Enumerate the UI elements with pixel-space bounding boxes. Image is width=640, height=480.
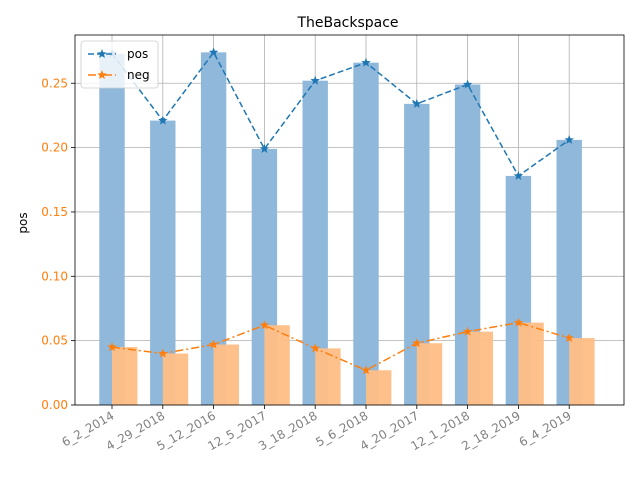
- y-tick-label: 0.05: [41, 334, 68, 348]
- y-tick-label: 0.20: [41, 141, 68, 155]
- y-tick-label: 0.00: [41, 398, 68, 412]
- marker-neg: [208, 339, 219, 349]
- bar-neg: [162, 353, 189, 405]
- plot-frame: [74, 34, 625, 406]
- marker-pos: [310, 75, 320, 85]
- marker-neg: [462, 326, 473, 336]
- line-neg: [111, 321, 570, 372]
- marker-pos: [361, 57, 371, 67]
- legend-label-neg: neg: [127, 68, 150, 82]
- legend-label-pos: pos: [127, 47, 148, 61]
- marker-neg: [158, 348, 168, 358]
- lines: [107, 47, 574, 375]
- bar-neg: [518, 322, 544, 405]
- marker-neg: [259, 320, 270, 330]
- x-tick-label: 6_4_2019: [517, 408, 574, 449]
- bar-neg: [366, 370, 392, 405]
- line-pos: [111, 50, 570, 178]
- bar-neg: [213, 344, 239, 405]
- marker-neg: [564, 333, 574, 343]
- marker-pos: [259, 143, 270, 153]
- marker-neg: [412, 338, 422, 348]
- legend: pos neg: [80, 40, 159, 89]
- bar-neg: [467, 331, 493, 405]
- marker-pos: [564, 134, 574, 144]
- marker-pos: [158, 115, 168, 125]
- bars: [99, 52, 595, 406]
- marker-pos: [513, 170, 524, 180]
- marker-pos: [208, 47, 219, 57]
- legend-marker-neg: [97, 70, 107, 80]
- bar-neg: [112, 347, 138, 405]
- y-tick-label: 0.10: [41, 269, 68, 283]
- marker-pos: [412, 98, 422, 108]
- bar-neg: [264, 325, 290, 405]
- bar-neg: [416, 343, 443, 405]
- marker-neg: [107, 342, 117, 352]
- legend-marker-pos: [97, 49, 107, 59]
- y-tick-label: 0.15: [41, 205, 68, 219]
- y-axis-label: pos: [16, 212, 30, 233]
- marker-neg: [310, 343, 320, 353]
- bar-neg: [569, 338, 595, 405]
- marker-pos: [462, 79, 473, 89]
- y-tick-label: 0.25: [41, 76, 68, 90]
- chart-title: TheBackspace: [296, 15, 398, 31]
- marker-neg: [513, 317, 524, 327]
- bar-pos: [353, 62, 379, 406]
- marker-neg: [361, 365, 371, 375]
